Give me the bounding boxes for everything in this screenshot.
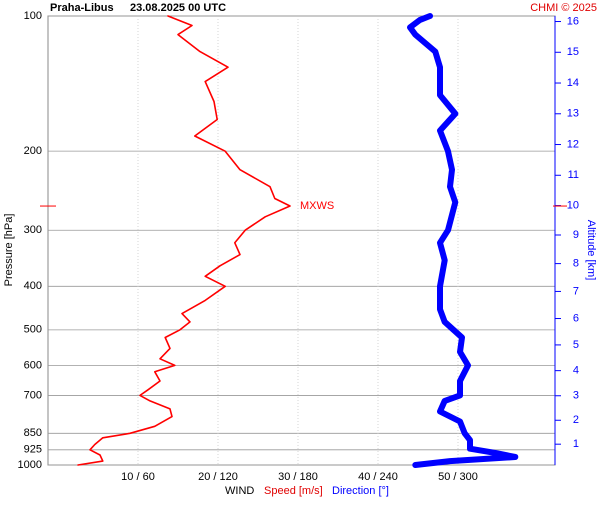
y2-tick-label: 1 [573,438,579,450]
chart-title: Praha-Libus [50,2,114,14]
y-tick-label: 200 [24,145,42,157]
y2-tick-label: 16 [567,15,579,27]
y2-tick-label: 5 [573,339,579,351]
y-tick-label: 850 [24,427,42,439]
y2-tick-label: 3 [573,390,579,402]
x-tick-label: 30 / 180 [278,471,318,483]
annotation: MXWS [300,200,334,212]
y2-tick-label: 9 [573,229,579,241]
y2-tick-label: 6 [573,312,579,324]
y-tick-label: 400 [24,280,42,292]
y2-tick-label: 14 [567,77,579,89]
y2-tick-label: 8 [573,258,579,270]
y-tick-label: 500 [24,324,42,336]
x-axis-label: WIND [225,485,254,497]
y-tick-label: 925 [24,444,42,456]
x-tick-label: 50 / 300 [438,471,478,483]
y2-tick-label: 11 [568,169,579,181]
y2-tick-label: 15 [567,46,579,58]
y-tick-label: 1000 [18,459,42,471]
x-axis-label-direction: Direction [°] [332,485,389,497]
y-tick-label: 600 [24,359,42,371]
y2-tick-label: 12 [567,138,579,150]
x-axis-label-speed: Speed [m/s] [264,485,323,497]
x-tick-label: 20 / 120 [198,471,238,483]
profile-line [77,15,291,466]
y-axis-label: Pressure [hPa] [3,214,15,287]
chart-subtitle: 23.08.2025 00 UTC [130,2,226,14]
y-tick-label: 700 [24,389,42,401]
y-tick-label: 100 [24,10,42,22]
y2-tick-label: 13 [567,108,579,120]
x-tick-label: 40 / 240 [358,471,398,483]
profile-line [407,13,519,468]
credit: CHMI © 2025 [530,2,597,14]
y-tick-label: 300 [24,224,42,236]
y2-tick-label: 7 [573,285,579,297]
x-tick-label: 10 / 60 [121,471,155,483]
y2-tick-label: 2 [573,414,579,426]
y2-axis-label: Altitude [km] [585,220,597,281]
y2-tick-label: 10 [567,199,579,211]
y2-tick-label: 4 [573,365,579,377]
